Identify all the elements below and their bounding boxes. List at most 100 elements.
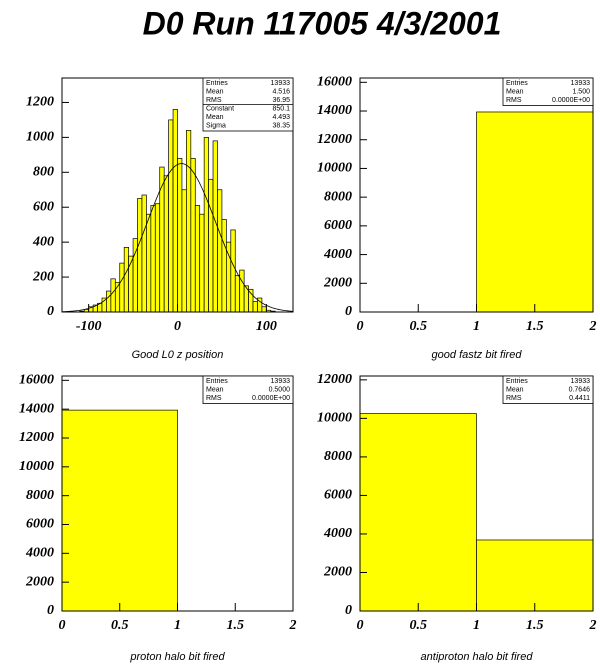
x-tick-label: 0 xyxy=(357,319,364,334)
stats-name: Entries xyxy=(506,378,528,385)
y-tick-label: 6000 xyxy=(324,488,352,503)
x-tick-label: 1 xyxy=(174,618,181,633)
y-tick-label: 8000 xyxy=(26,488,54,503)
stats-name: Entries xyxy=(506,80,528,87)
stats-value: 36.95 xyxy=(272,97,290,104)
bar xyxy=(101,297,107,313)
stats-value: 850.1 xyxy=(272,106,290,113)
bar xyxy=(230,229,236,313)
bar xyxy=(221,219,227,313)
stats-value: 13933 xyxy=(271,80,291,87)
stats-name: Mean xyxy=(206,387,224,394)
y-tick-label: 2000 xyxy=(323,276,352,291)
bar xyxy=(163,175,169,313)
bar xyxy=(239,269,245,313)
y-tick-label: 0 xyxy=(345,603,352,618)
y-tick-label: 0 xyxy=(345,304,352,319)
y-tick-label: 10000 xyxy=(317,161,352,176)
bar xyxy=(141,194,147,313)
stats-box xyxy=(202,375,294,404)
bar xyxy=(123,247,129,313)
bar xyxy=(172,109,178,313)
bar xyxy=(359,413,477,612)
y-tick-label: 2000 xyxy=(323,565,352,580)
y-tick-label: 4000 xyxy=(323,526,352,541)
x-tick-label: 2 xyxy=(589,319,597,334)
x-tick-label: 0.5 xyxy=(410,618,428,633)
y-tick-label: 0 xyxy=(47,304,54,319)
stats-value: 4.493 xyxy=(272,114,290,121)
y-tick-label: 1200 xyxy=(26,95,54,110)
bar xyxy=(119,262,125,313)
x-tick-label: 1 xyxy=(473,319,480,334)
y-tick-label: 4000 xyxy=(25,546,54,561)
y-tick-label: 12000 xyxy=(317,372,352,387)
stats-name: Constant xyxy=(206,106,234,113)
y-tick-label: 400 xyxy=(32,234,54,249)
bar xyxy=(128,255,134,313)
bar xyxy=(168,119,174,313)
bar xyxy=(476,539,594,612)
y-tick-label: 14000 xyxy=(317,103,352,118)
y-tick-label: 16000 xyxy=(317,75,352,90)
bar xyxy=(150,205,156,313)
y-tick-label: 6000 xyxy=(26,517,54,532)
bar xyxy=(181,189,187,313)
stats-name: Mean xyxy=(206,89,224,96)
x-tick-label: 0 xyxy=(59,618,66,633)
stats-value: 0.0000E+00 xyxy=(552,97,590,104)
y-tick-label: 0 xyxy=(47,603,54,618)
bar xyxy=(137,198,143,313)
page-title: D0 Run 117005 4/3/2001 xyxy=(143,5,502,41)
x-axis-title: proton halo bit fired xyxy=(129,651,225,663)
y-tick-label: 16000 xyxy=(19,373,54,388)
x-tick-label: 0.5 xyxy=(410,319,428,334)
bar xyxy=(217,189,223,313)
stats-name: RMS xyxy=(206,97,222,104)
bar xyxy=(154,203,161,313)
y-tick-label: 8000 xyxy=(324,449,352,464)
bar xyxy=(199,213,205,313)
x-tick-label: 0.5 xyxy=(111,618,129,633)
bar xyxy=(106,290,112,313)
bar xyxy=(177,157,183,313)
y-tick-label: 6000 xyxy=(324,218,352,233)
stats-box xyxy=(502,77,594,106)
fit-curve xyxy=(61,163,294,313)
y-tick-label: 12000 xyxy=(317,132,352,147)
y-tick-label: 2000 xyxy=(25,574,54,589)
bar xyxy=(226,241,232,313)
x-axis-title: Good L0 z position xyxy=(132,349,224,361)
stats-value: 13933 xyxy=(571,378,591,385)
stats-name: RMS xyxy=(206,395,222,402)
x-tick-label: -100 xyxy=(76,319,102,334)
y-tick-label: 10000 xyxy=(317,411,352,426)
x-tick-label: 100 xyxy=(256,319,277,334)
bar xyxy=(110,278,116,313)
bar xyxy=(146,213,152,313)
stats-name: Mean xyxy=(206,114,224,121)
x-tick-label: 2 xyxy=(289,618,297,633)
bar xyxy=(252,301,258,313)
y-tick-label: 200 xyxy=(32,269,54,284)
bar xyxy=(261,306,267,313)
stats-value: 0.7646 xyxy=(569,387,591,394)
x-axis-title: antiproton halo bit fired xyxy=(421,651,534,663)
stats-name: Entries xyxy=(206,378,228,385)
y-tick-label: 14000 xyxy=(19,401,54,416)
stats-value: 0.0000E+00 xyxy=(252,395,290,402)
y-tick-label: 1000 xyxy=(26,130,54,145)
stats-value: 4.516 xyxy=(272,89,290,96)
x-tick-label: 1.5 xyxy=(526,319,544,334)
stats-value: 13933 xyxy=(571,80,591,87)
bar xyxy=(190,157,196,313)
x-tick-label: 1.5 xyxy=(227,618,245,633)
bar xyxy=(208,178,214,313)
x-tick-label: 1 xyxy=(473,618,480,633)
stats-name: Mean xyxy=(506,89,524,96)
bar xyxy=(61,409,178,612)
bar xyxy=(476,111,594,313)
stats-value: 0.5000 xyxy=(269,387,291,394)
y-tick-label: 12000 xyxy=(19,430,54,445)
